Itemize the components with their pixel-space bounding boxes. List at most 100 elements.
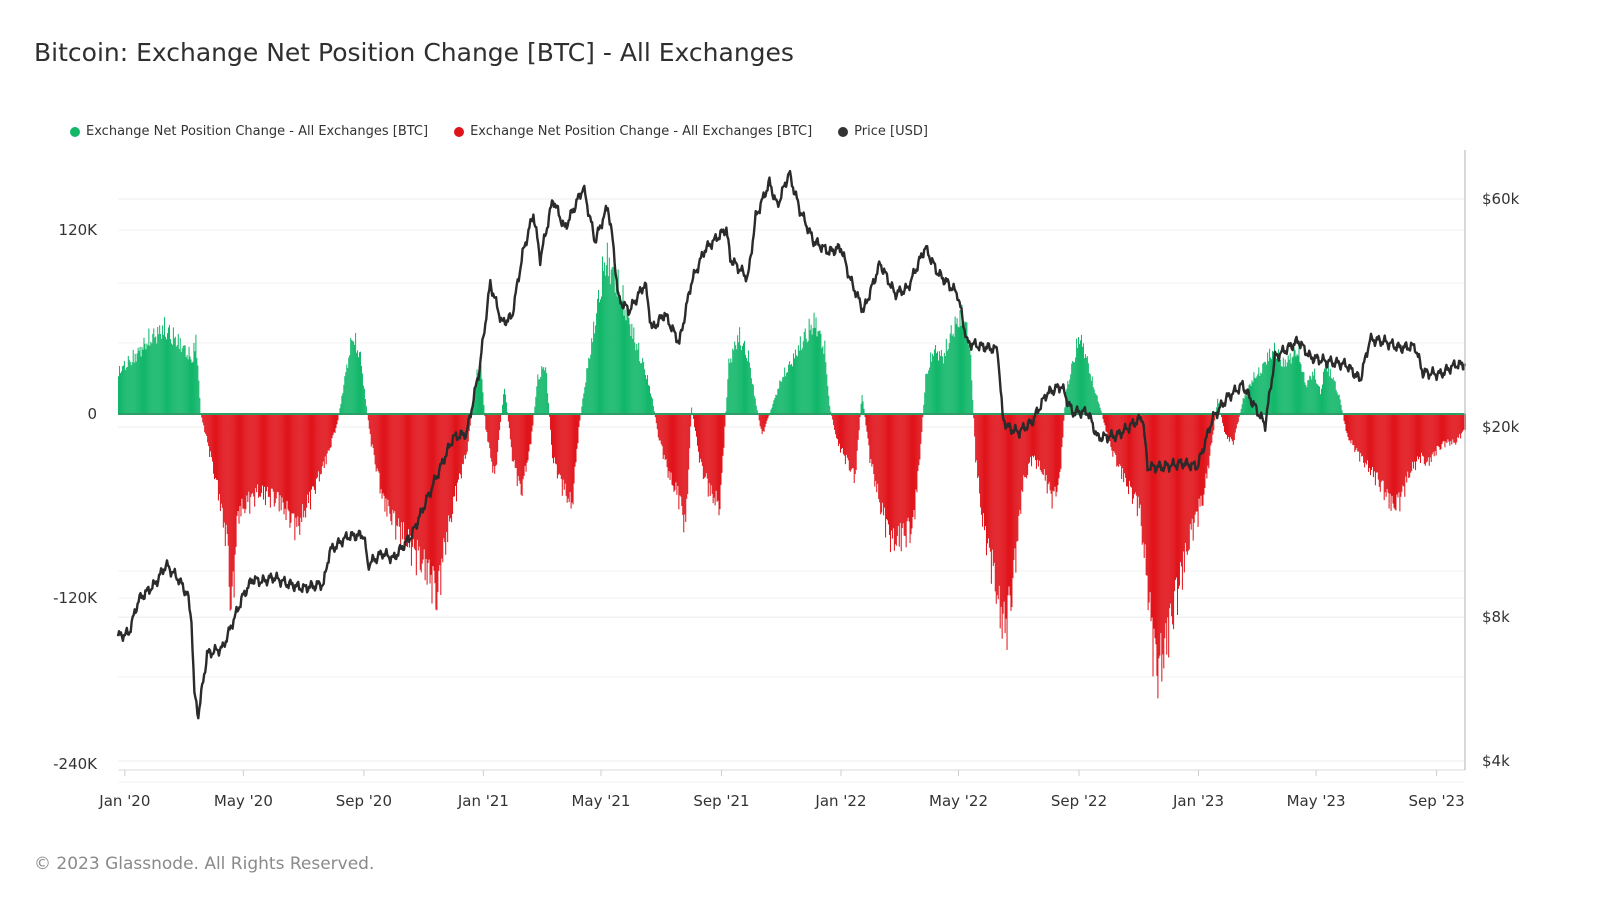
outflow-bar [294,414,296,541]
inflow-bar [130,365,132,414]
outflow-bar [1102,414,1104,420]
outflow-bar [875,414,877,481]
inflow-bar [734,341,736,414]
inflow-bar [1076,338,1078,414]
outflow-bar [1393,414,1395,508]
inflow-bar [1267,352,1269,414]
outflow-bar [1062,414,1064,438]
outflow-bar [1032,414,1035,458]
inflow-bar [647,375,649,414]
outflow-bar [525,414,527,472]
inflow-bar [132,349,134,414]
legend-item-price[interactable]: Price [USD] [838,124,928,139]
inflow-bar [752,384,754,414]
outflow-bar [849,414,851,472]
inflow-bar [957,326,959,414]
outflow-bar [1389,414,1391,494]
inflow-bar [860,403,862,414]
outflow-bar [857,414,859,440]
inflow-bar [928,370,930,414]
outflow-bar [764,414,766,428]
outflow-bar [908,414,910,522]
outflow-bar [560,414,562,479]
outflow-bar [1155,414,1157,645]
outflow-bar [1047,414,1049,485]
outflow-bar [563,414,565,490]
right-tick-label: $8k [1482,608,1510,626]
x-tick-label: Sep '22 [1051,792,1107,810]
outflow-bar [1436,414,1438,446]
inflow-bar [1334,381,1336,414]
outflow-bar [712,414,714,504]
outflow-bar [706,414,708,479]
outflow-bar [851,414,853,469]
inflow-bar [359,351,361,414]
x-tick-label: Sep '20 [336,792,392,810]
inflow-bar [653,411,655,414]
outflow-bar [986,414,988,544]
outflow-bar [920,414,922,444]
outflow-bar [558,414,560,474]
outflow-bar [832,414,834,420]
legend-item-net-outflow[interactable]: Exchange Net Position Change - All Excha… [454,124,812,139]
outflow-bar [895,414,897,546]
inflow-bar [146,343,148,414]
outflow-bar [1222,414,1224,423]
outflow-bar [232,414,234,572]
inflow-bar [937,360,939,414]
outflow-bar [568,414,570,503]
outflow-bar [433,414,435,571]
outflow-bar [275,414,277,499]
inflow-bar [943,352,945,414]
inflow-bar [739,327,741,414]
legend-item-net-inflow[interactable]: Exchange Net Position Change - All Excha… [70,124,428,139]
outflow-bar [1231,414,1233,442]
outflow-bar [885,414,887,538]
outflow-bar [329,414,331,449]
outflow-bar [1058,414,1060,479]
inflow-bar [830,411,832,414]
outflow-bar [324,414,326,457]
outflow-bar [524,414,526,466]
outflow-bar [242,414,244,509]
inflow-bar [1260,372,1262,414]
outflow-bar [704,414,706,477]
inflow-bar [1298,345,1300,414]
inflow-bar [1255,378,1257,414]
outflow-bar [302,414,304,505]
outflow-bar [705,414,707,474]
outflow-bar [837,414,839,440]
inflow-bar [933,356,935,414]
inflow-bar [181,348,183,414]
outflow-bar [1452,414,1454,440]
inflow-bar [732,348,734,414]
inflow-bar [1338,394,1340,414]
inflow-bar [544,370,546,414]
outflow-bar [835,414,837,435]
outflow-bar [205,414,207,434]
outflow-bar [723,414,725,448]
inflow-bar [931,361,933,414]
inflow-bar [1325,368,1327,414]
outflow-bar [262,414,265,500]
inflow-bar [178,348,180,414]
outflow-bar [844,414,846,465]
outflow-bar [689,414,691,449]
outflow-bar [847,414,849,461]
inflow-bar [188,346,190,414]
outflow-bar [1206,414,1208,479]
outflow-bar [386,414,388,517]
inflow-bar [503,388,506,414]
inflow-bar [924,392,926,414]
outflow-bar [1197,414,1199,527]
outflow-bar [579,414,581,421]
outflow-bar [215,414,217,480]
outflow-bar [1143,414,1145,558]
outflow-bar [291,414,293,514]
outflow-bar [1057,414,1059,486]
outflow-bar [1350,414,1352,444]
inflow-bar [505,402,507,414]
outflow-bar [416,414,418,540]
outflow-bar [424,414,426,581]
inflow-bar [633,327,635,414]
